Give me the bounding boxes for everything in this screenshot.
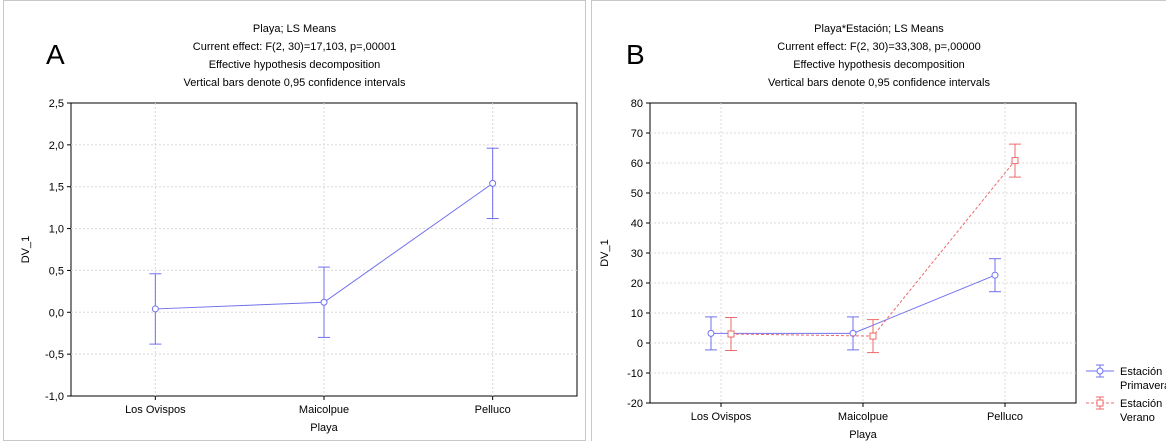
chart-a-data-point [151,305,159,313]
chart-b-y-axis-label: DV_1 [599,239,611,267]
chart-b-titles: Playa*Estación; LS Means Current effect:… [592,20,1166,92]
chart-a-ytick-label: 0,0 [49,307,64,319]
chart-a-data-point [489,179,497,187]
chart-a-ytick-label: -0,5 [45,349,64,361]
chart-a-ytick-label: 2,5 [49,98,64,110]
chart-a-ytick-label: -1,0 [45,391,64,403]
chart-b-legend-label-0: Estación [1120,366,1162,378]
chart-b-data-point [869,332,877,340]
chart-b-ytick-label: 40 [631,218,643,230]
chart-a-ytick-label: 0,5 [49,265,64,277]
chart-b-ytick-label: 10 [631,308,643,320]
chart-b-ytick-label: 70 [631,128,643,140]
chart-a-xtick-label: Pelluco [475,404,511,416]
chart-b-legend-marker-0 [1096,367,1104,375]
chart-b-legend-label-1: Verano [1120,412,1155,424]
chart-b-ytick-label: -10 [627,368,643,380]
chart-a-plot: -1,0 -0,5 0,0 0,5 1,0 1,5 2,0 2,5 Los Ovispos Mai… [20,98,578,434]
chart-a-subtitle-decomposition: Effective hypothesis decomposition [208,59,381,71]
chart-b-legend-label-1: Estación [1120,398,1162,410]
chart-panel-b: B Playa*Estación; LS Means Current effec… [591,0,1166,441]
chart-a-title: Playa; LS Means [252,23,337,35]
chart-b-ytick-label: 20 [631,278,643,290]
chart-a-data-point [320,298,328,306]
chart-b-data-point [707,329,715,337]
chart-a-xtick-label: Los Ovispos [125,404,186,416]
chart-b-data-point [991,271,999,279]
chart-a-ytick-label: 1,5 [49,182,64,194]
chart-b-ytick-label: 30 [631,248,643,260]
chart-b-xtick-label: Los Ovispos [691,411,752,423]
chart-a-y-axis-label: DV_1 [20,236,32,264]
chart-b-subtitle-ci: Vertical bars denote 0,95 confidence int… [768,77,990,89]
chart-a-x-axis-label: Playa [310,422,338,434]
chart-b-subtitle-decomposition: Effective hypothesis decomposition [793,59,965,71]
chart-a-subtitle-effect: Current effect: F(2, 30)=17,103, p=,0000… [192,41,397,53]
chart-a-xtick-label: Maicolpue [299,404,349,416]
chart-a-titles: Playa; LS Means Current effect: F(2, 30)… [4,20,585,92]
chart-b-ytick-label: 50 [631,188,643,200]
chart-b-ytick-label: 0 [637,338,643,350]
chart-b-ytick-label: -20 [627,398,643,410]
chart-b-legend-marker-1 [1096,399,1104,407]
chart-b-ytick-label: 80 [631,98,643,110]
chart-a-ytick-label: 2,0 [49,140,64,152]
chart-b-ytick-label: 60 [631,158,643,170]
chart-b-subtitle-effect: Current effect: F(2, 30)=33,308, p=,0000… [777,41,981,53]
chart-b-xtick-label: Maicolpue [838,411,888,423]
panel-letter-a: A [46,39,65,70]
chart-panel-a: A Playa; LS Means Current effect: F(2, 3… [3,0,586,441]
chart-a-ytick-label: 1,0 [49,224,64,236]
chart-b-title: Playa*Estación; LS Means [814,23,944,35]
chart-b-data-point [1011,157,1019,165]
chart-b-plot: -20 -10 0 10 20 30 40 50 60 70 80 Los Ovispos Maicol… [599,98,1166,441]
chart-b-data-point [727,330,735,338]
chart-b-x-axis-label: Playa [849,429,877,441]
panel-letter-b: B [626,39,645,70]
chart-b-xtick-label: Pelluco [987,411,1023,423]
chart-b-data-point [849,329,857,337]
chart-a-subtitle-ci: Vertical bars denote 0,95 confidence int… [183,77,406,89]
chart-b-legend-label-0: Primavera [1120,380,1166,392]
